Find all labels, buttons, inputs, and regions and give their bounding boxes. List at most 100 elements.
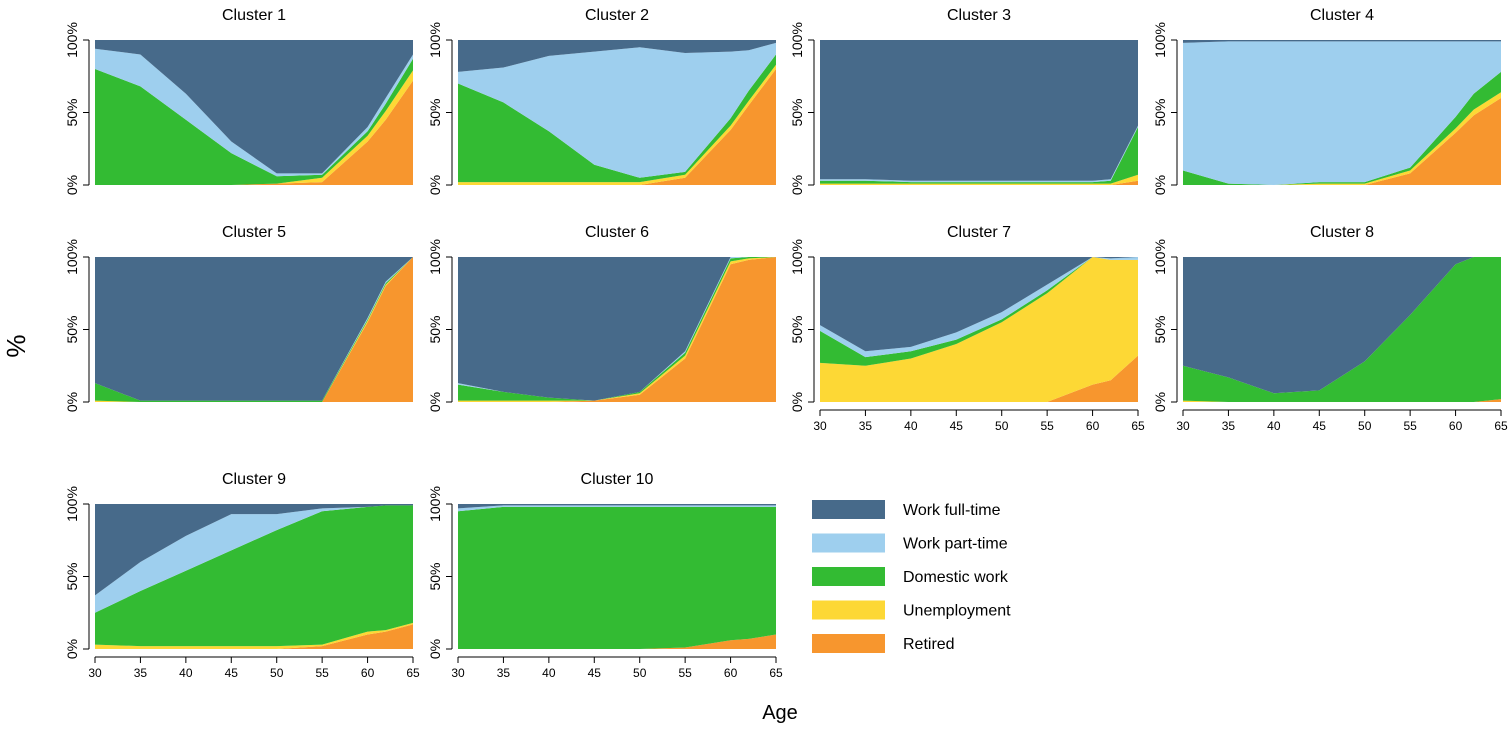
area-retired bbox=[95, 257, 413, 402]
x-tick-label: 65 bbox=[1131, 419, 1145, 433]
x-tick-label: 55 bbox=[1403, 419, 1417, 433]
panel-title: Cluster 3 bbox=[947, 7, 1011, 24]
y-tick-label: 50% bbox=[1152, 98, 1168, 126]
panel-title: Cluster 9 bbox=[222, 471, 286, 488]
area-retired bbox=[1183, 98, 1501, 185]
x-tick-label: 40 bbox=[179, 666, 193, 680]
y-tick-label: 50% bbox=[64, 315, 80, 343]
legend-swatch bbox=[812, 500, 885, 519]
cluster-panel: Cluster 3 0% 50% 100% bbox=[789, 7, 1138, 195]
cluster-panel: Cluster 1 0% 50% 100% bbox=[64, 7, 413, 195]
legend-label: Work part-time bbox=[903, 536, 1008, 553]
x-tick-label: 50 bbox=[270, 666, 284, 680]
legend-swatch bbox=[812, 533, 885, 553]
x-tick-label: 65 bbox=[769, 666, 783, 680]
y-tick-label: 50% bbox=[427, 562, 443, 590]
x-tick-label: 45 bbox=[225, 666, 239, 680]
x-tick-label: 50 bbox=[1358, 419, 1372, 433]
cluster-panel: Cluster 10 0% 50% 100% 30 35 40 45 50 55 60 65 bbox=[427, 471, 783, 680]
x-tick-label: 45 bbox=[1313, 419, 1327, 433]
x-tick-label: 30 bbox=[88, 666, 102, 680]
y-tick-label: 0% bbox=[64, 639, 80, 659]
area-unemployment bbox=[820, 257, 1138, 402]
cluster-panels: Cluster 10%50%100%Cluster 20%50%100%Clus… bbox=[64, 7, 1508, 680]
area-work-full-time bbox=[820, 40, 1138, 181]
y-tick-label: 100% bbox=[789, 22, 805, 58]
legend-swatch bbox=[812, 634, 885, 653]
x-tick-label: 65 bbox=[406, 666, 420, 680]
y-tick-label: 50% bbox=[64, 562, 80, 590]
x-tick-label: 35 bbox=[1222, 419, 1236, 433]
y-tick-label: 100% bbox=[1152, 22, 1168, 58]
y-tick-label: 100% bbox=[64, 239, 80, 275]
panel-title: Cluster 1 bbox=[222, 7, 286, 24]
panel-title: Cluster 8 bbox=[1310, 224, 1374, 241]
area-work-full-time bbox=[820, 257, 1138, 352]
y-tick-label: 0% bbox=[64, 392, 80, 412]
area-work-full-time bbox=[95, 504, 413, 596]
x-tick-label: 35 bbox=[859, 419, 873, 433]
y-tick-label: 100% bbox=[427, 486, 443, 522]
x-tick-label: 30 bbox=[813, 419, 827, 433]
x-tick-label: 45 bbox=[588, 666, 602, 680]
area-work-full-time bbox=[458, 257, 776, 401]
y-tick-label: 50% bbox=[789, 315, 805, 343]
y-tick-label: 100% bbox=[64, 486, 80, 522]
y-tick-label: 0% bbox=[1152, 392, 1168, 412]
x-axis-title: Age bbox=[762, 702, 798, 724]
area-domestic-work bbox=[1183, 71, 1501, 185]
x-tick-label: 45 bbox=[950, 419, 964, 433]
area-retired bbox=[458, 257, 776, 402]
y-tick-label: 0% bbox=[789, 175, 805, 195]
area-domestic-work bbox=[95, 505, 413, 647]
y-tick-label: 50% bbox=[789, 98, 805, 126]
area-retired bbox=[95, 624, 413, 649]
cluster-panel: Cluster 4 0% 50% 100% bbox=[1152, 7, 1501, 195]
x-tick-label: 40 bbox=[904, 419, 918, 433]
x-tick-label: 30 bbox=[1176, 419, 1190, 433]
y-axis-title: % bbox=[1, 334, 31, 357]
y-tick-label: 100% bbox=[427, 22, 443, 58]
y-tick-label: 100% bbox=[64, 22, 80, 58]
cluster-panel: Cluster 7 0% 50% 100% 30 35 40 45 50 55 60 65 bbox=[789, 224, 1145, 433]
panel-title: Cluster 5 bbox=[222, 224, 286, 241]
area-work-part-time bbox=[95, 48, 413, 177]
cluster-panel: Cluster 8 0% 50% 100% 30 35 40 45 50 55 60 65 bbox=[1152, 224, 1508, 433]
x-tick-label: 40 bbox=[542, 666, 556, 680]
area-unemployment bbox=[820, 174, 1138, 185]
area-work-part-time bbox=[458, 42, 776, 178]
legend-label: Unemployment bbox=[903, 603, 1011, 620]
x-tick-label: 60 bbox=[361, 666, 375, 680]
y-tick-label: 50% bbox=[64, 98, 80, 126]
area-work-full-time bbox=[458, 504, 776, 509]
panel-title: Cluster 6 bbox=[585, 224, 649, 241]
area-work-part-time bbox=[458, 505, 776, 512]
area-work-full-time bbox=[95, 257, 413, 401]
x-tick-label: 60 bbox=[724, 666, 738, 680]
x-tick-label: 55 bbox=[1040, 419, 1054, 433]
cluster-panel: Cluster 9 0% 50% 100% 30 35 40 45 50 55 60 65 bbox=[64, 471, 420, 680]
legend-label: Work full-time bbox=[903, 502, 1001, 519]
cluster-panel: Cluster 5 0% 50% 100% bbox=[64, 224, 413, 412]
area-domestic-work bbox=[820, 257, 1138, 366]
legend-label: Domestic work bbox=[903, 569, 1009, 586]
area-retired bbox=[820, 355, 1138, 402]
area-work-full-time bbox=[1183, 40, 1501, 43]
x-tick-label: 65 bbox=[1494, 419, 1508, 433]
cluster-panel: Cluster 6 0% 50% 100% bbox=[427, 224, 776, 412]
y-tick-label: 0% bbox=[1152, 175, 1168, 195]
legend-swatch bbox=[812, 567, 885, 586]
y-tick-label: 50% bbox=[427, 98, 443, 126]
y-tick-label: 50% bbox=[427, 315, 443, 343]
area-retired bbox=[458, 69, 776, 185]
x-tick-label: 50 bbox=[633, 666, 647, 680]
x-tick-label: 50 bbox=[995, 419, 1009, 433]
legend-swatch bbox=[812, 600, 885, 620]
x-tick-label: 60 bbox=[1086, 419, 1100, 433]
y-tick-label: 100% bbox=[789, 239, 805, 275]
x-tick-label: 60 bbox=[1449, 419, 1463, 433]
area-domestic-work bbox=[1183, 257, 1501, 402]
area-work-full-time bbox=[458, 40, 776, 72]
y-tick-label: 0% bbox=[427, 392, 443, 412]
